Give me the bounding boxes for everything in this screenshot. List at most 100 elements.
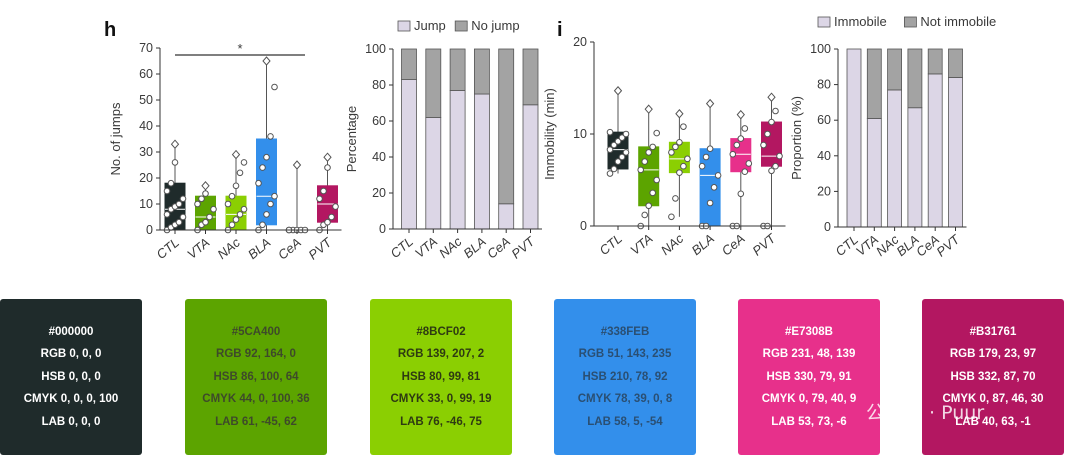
data-point <box>324 218 331 226</box>
y-axis-title: Immobility (min) <box>542 88 557 180</box>
data-point <box>622 130 630 138</box>
swatch-rgb: RGB 0, 0, 0 <box>40 348 102 361</box>
data-point <box>271 83 278 91</box>
data-point <box>163 187 171 195</box>
data-point <box>179 195 187 203</box>
data-point-max <box>613 86 623 96</box>
x-tick-label: VTA <box>627 231 655 258</box>
x-tick-label: NAc <box>436 233 465 261</box>
y-tick-label: 0 <box>379 222 386 236</box>
swatch-cmyk: CMYK 0, 79, 40, 9 <box>761 393 857 406</box>
swatch-cmyk: CMYK 78, 39, 0, 8 <box>577 393 673 406</box>
panel-i-boxplot: 0 10 20 Immobility (min) CTL VTA NAc BLA CeA PVT <box>542 35 786 259</box>
data-point <box>668 213 675 221</box>
box-VTA <box>638 146 660 207</box>
data-point <box>228 221 236 229</box>
swatch-hsb: HSB 332, 87, 70 <box>950 370 1036 383</box>
data-point <box>171 159 179 166</box>
data-point <box>232 216 240 223</box>
data-point <box>637 166 645 174</box>
data-point <box>680 123 687 130</box>
y-tick-label: 60 <box>372 114 386 128</box>
y-tick-label: 20 <box>573 35 587 49</box>
y-tick-label: 100 <box>365 42 386 56</box>
legend-swatch <box>397 20 411 32</box>
data-point <box>764 130 771 138</box>
data-point <box>236 169 244 177</box>
y-tick-label: 20 <box>372 186 386 200</box>
data-point <box>614 158 622 165</box>
y-tick-label: 20 <box>139 171 153 185</box>
data-point <box>606 128 614 136</box>
data-point <box>316 195 323 203</box>
bar-NAc-jump <box>449 90 466 230</box>
x-tick-label: BLA <box>245 235 273 262</box>
data-point <box>240 159 248 166</box>
data-point <box>676 138 683 146</box>
data-point <box>179 213 187 221</box>
swatch-hsb: HSB 0, 0, 0 <box>41 370 101 383</box>
swatch-rgb: RGB 92, 164, 0 <box>216 348 296 361</box>
data-point-max <box>705 98 715 109</box>
x-tick-label: BLA <box>689 231 717 258</box>
swatch-hex: #338FEB <box>600 325 650 338</box>
data-point-max <box>292 160 302 170</box>
data-point <box>641 158 649 165</box>
y-tick-label: 60 <box>139 67 153 81</box>
data-point <box>653 176 661 184</box>
data-point <box>614 138 622 145</box>
swatch-hsb: HSB 330, 79, 91 <box>766 370 852 383</box>
data-point <box>259 221 266 229</box>
bar-NAc-not-immobile <box>887 48 902 91</box>
data-point <box>332 203 339 210</box>
data-point <box>745 160 753 167</box>
data-point <box>772 107 779 115</box>
swatch-cmyk: CMYK 0, 87, 46, 30 <box>942 393 1044 406</box>
y-tick-label: 80 <box>817 78 831 92</box>
data-point <box>680 162 687 170</box>
y-tick-label: 0 <box>580 219 587 233</box>
bar-BLA-jump <box>473 93 490 230</box>
bar-CeA-immobile <box>927 73 943 228</box>
data-point <box>206 213 213 221</box>
bar-VTA-no-jump <box>425 48 442 118</box>
x-tick-label: CeA <box>719 231 748 259</box>
data-point <box>255 179 262 187</box>
data-point <box>228 192 236 200</box>
bar-CTL-jump <box>401 79 417 230</box>
swatch-rgb: RGB 231, 48, 139 <box>762 348 856 361</box>
data-point <box>706 199 714 207</box>
swatch-hex: #E7308B <box>785 325 833 338</box>
data-point <box>702 153 710 161</box>
y-tick-label: 50 <box>139 93 153 107</box>
data-point <box>760 141 767 149</box>
data-point <box>741 125 749 132</box>
data-point <box>618 153 626 161</box>
bar-VTA-immobile <box>866 118 882 228</box>
x-tick-label: VTA <box>412 234 440 261</box>
data-point <box>706 145 714 153</box>
panel-h-stacked-bar: 0 20 40 60 80 100 Percentage CTLVTANAcBLACeAPVT… <box>344 18 542 262</box>
swatch-lab: LAB 58, 5, -54 <box>587 415 663 428</box>
data-point <box>618 134 626 141</box>
swatch-cmyk: CMYK 33, 0, 99, 19 <box>390 393 492 406</box>
legend-label: Not immobile <box>920 14 996 29</box>
y-tick-label: 30 <box>139 145 153 159</box>
legend-label: Immobile <box>834 14 887 29</box>
data-point <box>729 150 737 158</box>
watermark: 公众号 · Puur <box>866 402 985 424</box>
bar-CeA-not-immobile <box>927 48 943 75</box>
y-tick-label: 100 <box>810 42 831 56</box>
data-point <box>668 149 675 156</box>
data-point <box>710 184 718 191</box>
data-point <box>645 149 653 156</box>
swatch-rgb: RGB 51, 143, 235 <box>578 348 672 361</box>
data-point <box>167 179 175 187</box>
legend-label: Jump <box>414 18 446 33</box>
data-point <box>267 200 274 208</box>
data-point-max <box>767 92 776 102</box>
data-point <box>698 162 706 170</box>
data-point <box>606 170 614 177</box>
data-point <box>324 164 331 171</box>
